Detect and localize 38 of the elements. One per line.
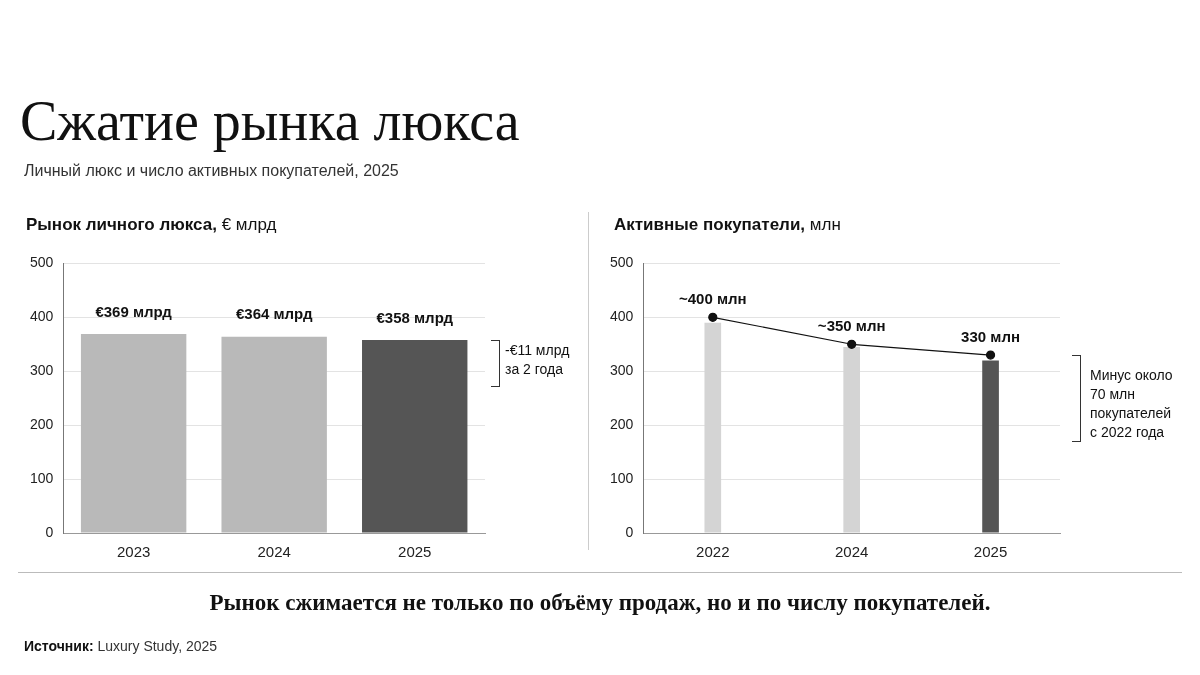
- data-label: €358 млрд: [376, 308, 454, 326]
- data-label: €369 млрд: [95, 302, 173, 320]
- x-tick-label: 2022: [696, 543, 730, 561]
- data-label: ~350 млн: [817, 316, 886, 334]
- x-tick-label: 2024: [834, 543, 869, 561]
- x-tick-label: 2023: [116, 543, 151, 561]
- chart-title: Активные покупатели, млн: [614, 215, 841, 235]
- text: Рынок сжимается не только по объёму продаж, но и по числу покупателей.: [208, 590, 992, 616]
- y-tick-label: 0: [625, 523, 634, 540]
- point: [708, 312, 718, 322]
- text: Минус около 70 млн покупателей с 2022 года: [1090, 366, 1173, 440]
- y-tick-label: 200: [610, 416, 634, 433]
- y-tick-label: 400: [30, 308, 54, 325]
- data-label: 330 млн: [961, 327, 1021, 345]
- y-tick-label: 400: [610, 308, 634, 325]
- y-tick-label: 200: [30, 416, 54, 433]
- y-tick-label: 500: [30, 254, 54, 271]
- point: [847, 339, 857, 349]
- text: -€11 млрд за 2 года: [505, 341, 570, 377]
- y-tick-label: 300: [610, 362, 634, 379]
- chart-title: Рынок личного люкса, € млрд: [26, 215, 277, 235]
- text: Источник: Luxury Study, 2025: [24, 638, 218, 654]
- x-tick-label: 2025: [398, 543, 432, 561]
- data-label: ~400 млн: [678, 289, 747, 307]
- x-tick-label: 2025: [973, 543, 1008, 561]
- y-tick-label: 300: [30, 362, 54, 379]
- data-label: €364 млрд: [235, 305, 313, 323]
- bar: [843, 346, 861, 533]
- point: [985, 350, 996, 360]
- y-tick-label: 500: [610, 254, 634, 271]
- text: Личный люкс и число активных покупателей, 2025: [24, 162, 399, 180]
- x-tick-label: 2024: [257, 543, 291, 561]
- text: Сжатие рынка люкса: [20, 89, 520, 154]
- bar: [704, 322, 722, 533]
- y-tick-label: 0: [45, 523, 54, 540]
- y-tick-label: 100: [30, 469, 54, 486]
- bar: [982, 360, 999, 533]
- y-tick-label: 100: [610, 469, 634, 486]
